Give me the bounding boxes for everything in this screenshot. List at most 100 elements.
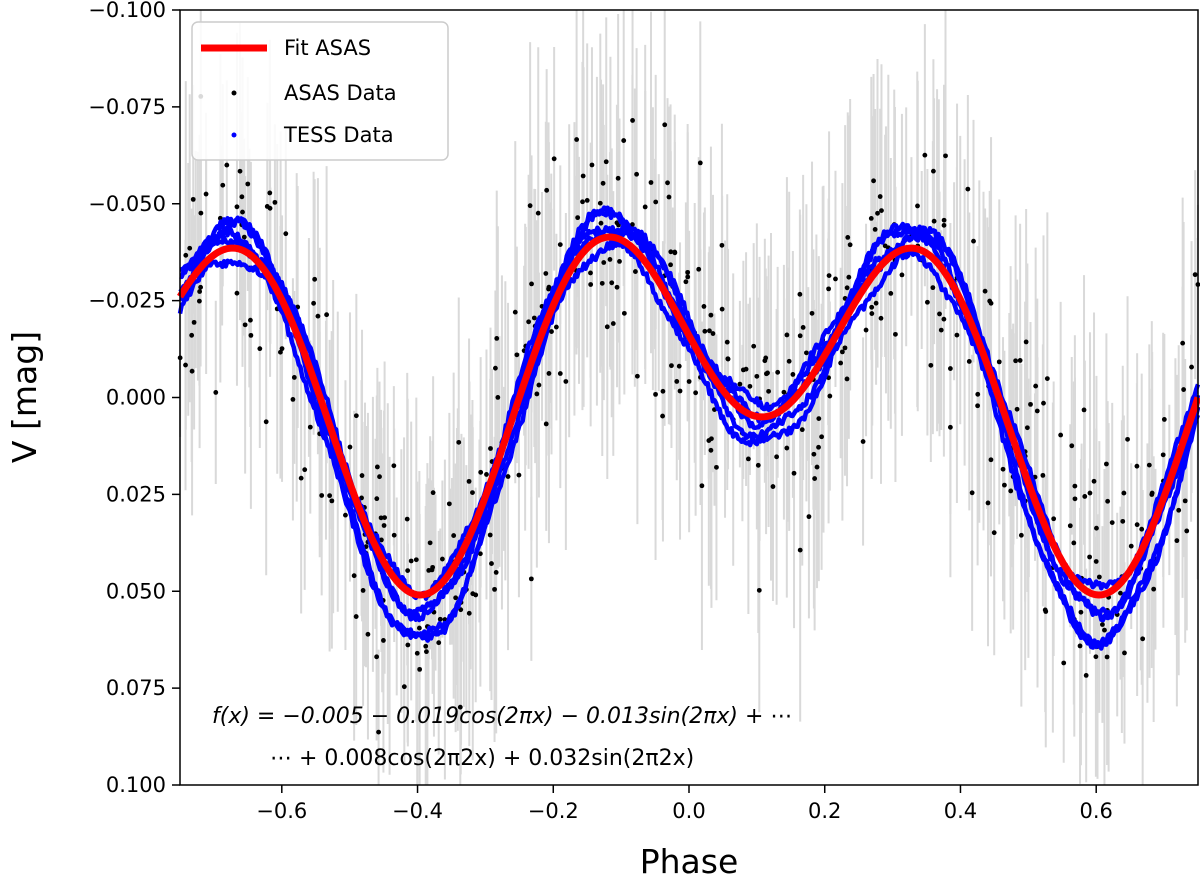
asas-point — [617, 259, 622, 264]
asas-point — [871, 178, 876, 184]
asas-point — [847, 242, 853, 248]
asas-point — [557, 242, 563, 247]
asas-point — [791, 470, 797, 476]
asas-point — [224, 162, 230, 168]
asas-point — [710, 331, 716, 336]
asas-point — [991, 530, 997, 536]
asas-point — [755, 462, 761, 468]
asas-point — [941, 222, 947, 228]
legend: Fit ASAS ASAS Data TESS Data — [191, 21, 449, 161]
asas-point — [763, 355, 769, 361]
asas-point — [492, 586, 497, 592]
asas-point — [589, 162, 595, 168]
asas-point — [988, 457, 994, 463]
asas-point — [1192, 272, 1198, 278]
asas-point — [603, 159, 609, 165]
asas-point — [833, 276, 838, 282]
asas-point — [941, 316, 947, 322]
asas-point — [660, 388, 666, 394]
asas-point — [535, 210, 541, 216]
asas-point — [954, 332, 960, 338]
asas-point — [327, 493, 333, 499]
asas-point — [456, 439, 462, 445]
asas-point — [239, 194, 245, 200]
legend-tess-swatch — [231, 132, 237, 138]
legend-asas-label: ASAS Data — [284, 81, 397, 105]
asas-point — [1013, 358, 1019, 364]
legend-asas-swatch — [231, 90, 237, 96]
asas-point — [1083, 672, 1089, 678]
asas-point — [677, 388, 683, 394]
asas-point — [405, 642, 411, 648]
asas-point — [493, 365, 498, 371]
asas-point — [634, 171, 639, 177]
asas-point — [279, 346, 285, 352]
legend-tess-label: TESS Data — [283, 123, 394, 147]
asas-point — [971, 238, 976, 244]
asas-point — [604, 324, 610, 330]
asas-point — [381, 638, 386, 643]
asas-point — [580, 173, 586, 179]
asas-point — [811, 451, 817, 457]
asas-point — [786, 358, 792, 364]
asas-point — [653, 391, 658, 397]
asas-point — [584, 197, 590, 203]
asas-point — [536, 382, 542, 388]
asas-point — [446, 501, 452, 507]
asas-point — [797, 547, 803, 553]
asas-point — [701, 304, 707, 309]
fit-asas-line — [177, 233, 1200, 599]
asas-point — [187, 245, 193, 251]
asas-point — [307, 424, 313, 430]
asas-point — [1044, 376, 1050, 382]
asas-point — [489, 561, 494, 566]
y-tick-label: −0.025 — [88, 289, 166, 313]
asas-point — [543, 271, 549, 276]
asas-point — [599, 280, 605, 286]
asas-point — [1087, 490, 1093, 496]
asas-point — [329, 498, 335, 504]
asas-point — [365, 631, 371, 637]
asas-point — [683, 279, 689, 285]
asas-point — [378, 515, 384, 521]
asas-point — [267, 190, 273, 196]
asas-point — [374, 654, 380, 660]
asas-point — [666, 194, 672, 200]
asas-point — [191, 319, 197, 325]
asas-point — [985, 500, 991, 506]
y-tick-label: −0.100 — [88, 0, 166, 22]
asas-point — [869, 304, 875, 310]
asas-point — [1100, 622, 1105, 627]
asas-point — [1082, 494, 1088, 499]
asas-point — [391, 463, 397, 469]
asas-point — [1058, 432, 1064, 438]
asas-point — [516, 472, 522, 478]
asas-point — [1061, 660, 1067, 666]
asas-point — [804, 350, 809, 356]
asas-point — [615, 175, 621, 181]
asas-point — [1102, 627, 1107, 633]
asas-point — [1018, 532, 1024, 538]
asas-point — [697, 160, 703, 166]
asas-point — [872, 227, 878, 232]
asas-point — [528, 576, 534, 582]
asas-point — [845, 234, 851, 240]
asas-point — [343, 512, 348, 518]
asas-point — [707, 328, 712, 334]
asas-point — [686, 379, 692, 384]
asas-point — [563, 379, 569, 384]
asas-point — [648, 180, 654, 185]
asas-point — [609, 280, 615, 286]
asas-point — [790, 372, 796, 377]
asas-point — [272, 199, 278, 205]
asas-point — [947, 366, 953, 371]
asas-point — [915, 203, 920, 209]
asas-point — [708, 447, 714, 453]
asas-point — [814, 464, 820, 470]
asas-point — [668, 249, 674, 255]
asas-point — [405, 568, 411, 573]
asas-point — [527, 203, 533, 209]
asas-point — [414, 650, 420, 656]
asas-point — [557, 371, 563, 376]
asas-point — [1002, 482, 1007, 488]
